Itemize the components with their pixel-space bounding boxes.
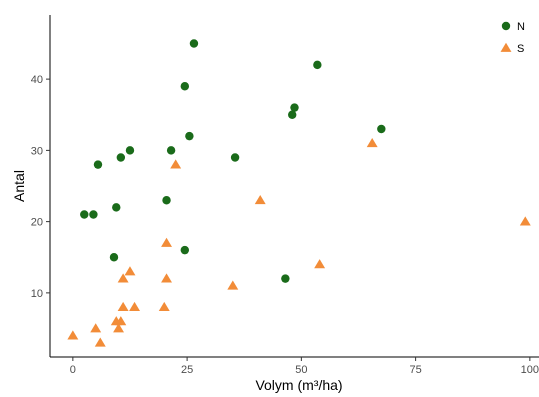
legend-label-S: S xyxy=(517,43,524,55)
data-point-S xyxy=(170,159,182,169)
data-point-S xyxy=(314,259,326,269)
x-axis-title: Volym (m³/ha) xyxy=(255,377,342,393)
data-point-S xyxy=(90,323,102,333)
data-point-N xyxy=(189,39,199,48)
data-point-N xyxy=(116,153,126,162)
legend-marker-S xyxy=(500,42,512,52)
data-point-S xyxy=(67,330,79,340)
x-tick-label: 75 xyxy=(409,364,421,376)
data-point-N xyxy=(112,203,121,212)
legend-item-S: S xyxy=(500,42,524,55)
legend-marker-N xyxy=(501,21,511,31)
data-point-N xyxy=(313,60,322,70)
y-tick-label: 30 xyxy=(31,145,43,157)
series-S xyxy=(67,138,531,347)
y-tick-label: 10 xyxy=(31,288,43,300)
data-point-S xyxy=(158,301,170,312)
data-point-N xyxy=(162,196,171,205)
data-point-N xyxy=(185,131,194,141)
x-tick-label: 0 xyxy=(70,364,76,376)
x-tick-label: 50 xyxy=(295,364,307,376)
y-ticks: 10 20 30 40 xyxy=(31,74,50,300)
data-point-S xyxy=(113,323,125,333)
x-tick-label: 25 xyxy=(181,364,193,376)
data-point-N xyxy=(166,146,176,155)
data-point-S xyxy=(94,337,106,347)
y-axis-title: Antal xyxy=(11,170,27,202)
data-point-N xyxy=(125,146,135,155)
data-point-S xyxy=(227,280,239,290)
data-point-S xyxy=(161,273,172,283)
data-point-N xyxy=(93,160,103,169)
data-points xyxy=(67,39,531,347)
data-point-N xyxy=(109,253,119,262)
data-point-S xyxy=(115,316,127,326)
series-N xyxy=(80,39,386,283)
y-tick-label: 40 xyxy=(31,74,43,86)
data-point-S xyxy=(117,301,129,312)
data-point-N xyxy=(230,153,240,162)
y-tick-label: 20 xyxy=(31,217,43,229)
data-point-N xyxy=(290,103,299,112)
data-point-N xyxy=(180,245,190,255)
data-point-N xyxy=(80,210,89,219)
legend-item-N: N xyxy=(501,21,525,33)
data-point-S xyxy=(124,266,136,276)
data-point-N xyxy=(89,210,98,219)
data-point-S xyxy=(129,301,141,312)
x-ticks: 0 25 50 75 100 xyxy=(70,357,539,376)
data-point-N xyxy=(180,82,190,91)
data-point-S xyxy=(519,216,531,226)
x-tick-label: 100 xyxy=(521,364,539,376)
data-point-S xyxy=(254,195,266,205)
data-point-N xyxy=(288,110,297,119)
data-point-N xyxy=(377,124,386,134)
legend-label-N: N xyxy=(517,21,525,33)
legend: NS xyxy=(500,21,525,55)
data-point-S xyxy=(366,138,378,148)
data-point-N xyxy=(281,274,290,283)
data-point-S xyxy=(117,273,129,283)
axes xyxy=(49,15,539,358)
data-point-S xyxy=(161,237,172,247)
